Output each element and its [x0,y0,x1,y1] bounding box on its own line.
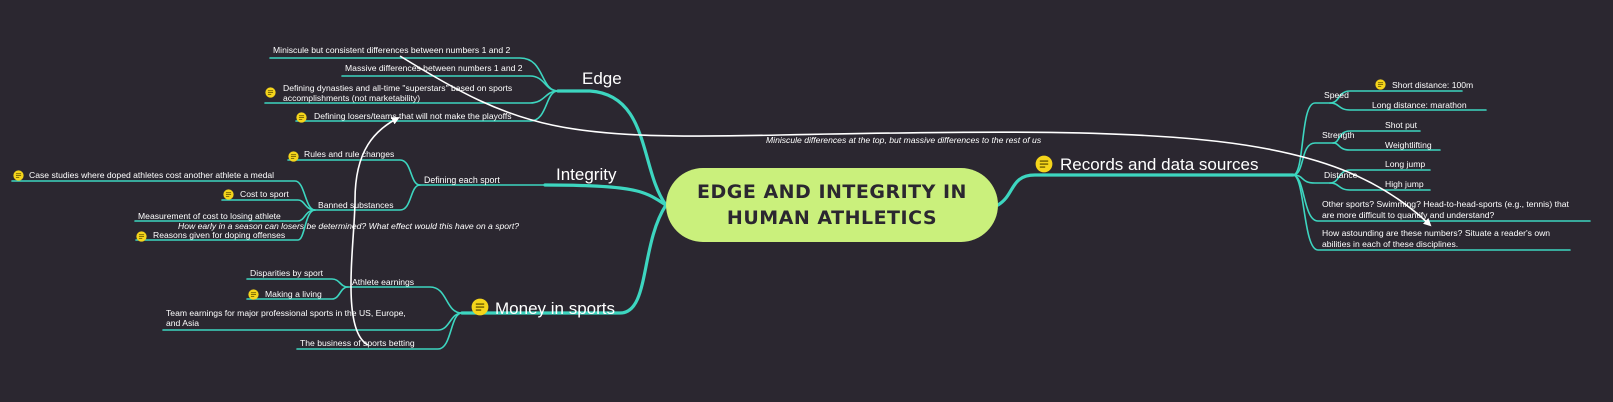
topic-reasons-for-doping[interactable]: Reasons given for doping offenses [153,230,285,240]
relationship-arrow-top-note [399,55,1432,227]
topic-short-distance[interactable]: Short distance: 100m [1392,80,1473,90]
note-icon [1375,79,1386,90]
relationship-arrow-season-note [350,117,400,346]
topic-speed[interactable]: Speed [1324,90,1349,100]
connector-defining-rules [287,159,421,186]
topic-distance[interactable]: Distance [1324,170,1358,180]
relationship-label-top-note[interactable]: Miniscule differences at the top, but ma… [766,135,1042,145]
topic-weightlifting[interactable]: Weightlifting [1385,140,1432,150]
topic-high-jump[interactable]: High jump [1385,179,1424,189]
note-icon [296,112,307,123]
topic-long-jump[interactable]: Long jump [1385,159,1425,169]
topic-athlete-earnings[interactable]: Athlete earnings [352,277,414,287]
note-icon [136,231,147,242]
connector-center-money [460,203,668,315]
connector-distance-high [1329,182,1431,191]
topic-team-earnings[interactable]: Team earnings for major professional spo… [166,308,406,318]
topic-making-a-living[interactable]: Making a living [265,289,322,299]
branch-money-in-sports[interactable]: Money in sports [495,299,615,318]
connector-money-athlete [347,286,463,314]
note-icon [1035,155,1053,173]
central-topic-line2: HUMAN ATHLETICS [726,207,938,229]
topic-defining-each-sport[interactable]: Defining each sport [424,175,500,185]
connector-banned-cost [221,199,316,211]
topic-defining-losers[interactable]: Defining losers/teams that will not make… [314,111,512,121]
connector-edge-massive [341,75,559,92]
topic-banned-substances[interactable]: Banned substances [318,200,394,210]
topic-rules-and-rule-changes[interactable]: Rules and rule changes [304,149,394,159]
relationship-label-season-note[interactable]: How early in a season can losers be dete… [178,221,519,231]
topic-how-astounding-line2: abilities in each of these disciplines. [1322,239,1458,249]
connector-athlete-making [246,286,349,300]
connector-center-edge [556,89,668,207]
connector-speed-long [1329,102,1487,111]
topic-measurement-of-cost[interactable]: Measurement of cost to losing athlete [138,211,281,221]
connector-center-integrity [543,183,668,207]
branch-records-data-sources[interactable]: Records and data sources [1060,155,1258,174]
branch-edge[interactable]: Edge [582,69,622,88]
branch-integrity[interactable]: Integrity [556,165,617,184]
connector-records-astounding [1292,174,1571,251]
topic-defining-dynasties-line2: accomplishments (not marketability) [283,93,420,103]
topic-disparities-by-sport[interactable]: Disparities by sport [250,268,324,278]
topic-defining-dynasties[interactable]: Defining dynasties and all-time "superst… [283,83,512,93]
topic-strength[interactable]: Strength [1322,130,1355,140]
connector-strength-weight [1332,142,1441,151]
central-topic-line1: EDGE AND INTEGRITY IN [697,181,967,203]
note-icon [248,289,259,300]
topic-other-sports[interactable]: Other sports? Swimming? Head-to-head-spo… [1322,199,1570,209]
topic-sports-betting[interactable]: The business of sports betting [300,338,415,348]
note-icon [223,189,234,200]
connector-money-betting [296,312,463,350]
note-icon [471,298,489,316]
topic-shot-put[interactable]: Shot put [1385,120,1418,130]
note-icon [265,87,276,98]
connector-records-speed [1292,102,1331,176]
central-topic[interactable]: EDGE AND INTEGRITY IN HUMAN ATHLETICS [666,168,998,242]
connector-banned-reasons [135,209,316,241]
connector-records-strength [1292,142,1334,176]
topic-team-earnings-line2: and Asia [166,318,199,328]
connector-defining-banned [314,184,421,211]
note-icon [288,151,299,162]
topic-cost-to-sport[interactable]: Cost to sport [240,189,289,199]
connector-center-records [996,173,1295,207]
connector-edge-losers [295,90,559,122]
topic-how-astounding[interactable]: How astounding are these numbers? Situat… [1322,228,1550,238]
topic-long-distance[interactable]: Long distance: marathon [1372,100,1467,110]
topic-massive-differences[interactable]: Massive differences between numbers 1 an… [345,63,523,73]
topic-miniscule-differences[interactable]: Miniscule but consistent differences bet… [273,45,510,55]
topic-case-studies[interactable]: Case studies where doped athletes cost a… [29,170,274,180]
connector-athlete-disparities [246,278,349,288]
topic-other-sports-line2: are more difficult to quantify and under… [1322,210,1495,220]
note-icon [13,170,24,181]
